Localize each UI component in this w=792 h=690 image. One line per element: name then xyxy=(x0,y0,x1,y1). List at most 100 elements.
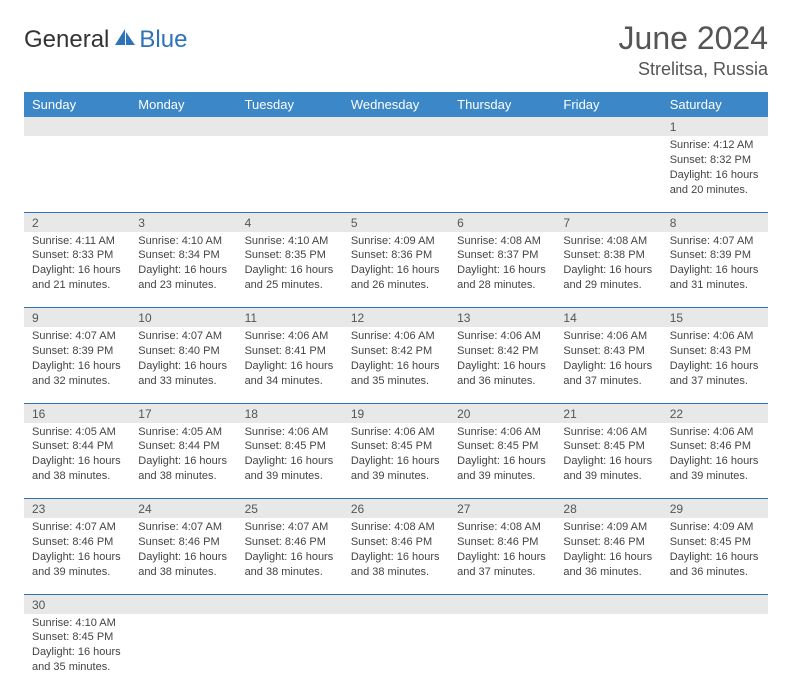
day-content-cell: Sunrise: 4:12 AMSunset: 8:32 PMDaylight:… xyxy=(662,136,768,212)
daylight-text: Daylight: 16 hours and 37 minutes. xyxy=(670,359,760,389)
sunrise-text: Sunrise: 4:07 AM xyxy=(138,329,228,344)
sunrise-text: Sunrise: 4:06 AM xyxy=(670,329,760,344)
day-number-cell: 9 xyxy=(24,308,130,328)
day-content-cell xyxy=(237,614,343,690)
day-number-cell: 12 xyxy=(343,308,449,328)
sunrise-text: Sunrise: 4:09 AM xyxy=(563,520,653,535)
sunrise-text: Sunrise: 4:08 AM xyxy=(457,234,547,249)
day-number-row: 1 xyxy=(24,117,768,136)
day-number-cell xyxy=(662,594,768,614)
sunset-text: Sunset: 8:41 PM xyxy=(245,344,335,359)
sunrise-text: Sunrise: 4:10 AM xyxy=(32,616,122,631)
day-number-cell: 17 xyxy=(130,403,236,423)
sunrise-text: Sunrise: 4:09 AM xyxy=(351,234,441,249)
daylight-text: Daylight: 16 hours and 35 minutes. xyxy=(32,645,122,675)
daylight-text: Daylight: 16 hours and 36 minutes. xyxy=(670,550,760,580)
sunset-text: Sunset: 8:45 PM xyxy=(457,439,547,454)
day-content-row: Sunrise: 4:12 AMSunset: 8:32 PMDaylight:… xyxy=(24,136,768,212)
daylight-text: Daylight: 16 hours and 32 minutes. xyxy=(32,359,122,389)
day-number-cell: 1 xyxy=(662,117,768,136)
daylight-text: Daylight: 16 hours and 37 minutes. xyxy=(457,550,547,580)
sunset-text: Sunset: 8:46 PM xyxy=(457,535,547,550)
sunrise-text: Sunrise: 4:10 AM xyxy=(138,234,228,249)
day-number-cell: 20 xyxy=(449,403,555,423)
day-number-cell xyxy=(237,117,343,136)
day-number-cell: 4 xyxy=(237,212,343,232)
day-number-cell: 22 xyxy=(662,403,768,423)
day-number-cell: 8 xyxy=(662,212,768,232)
weekday-header: Tuesday xyxy=(237,92,343,117)
day-number-cell: 29 xyxy=(662,499,768,519)
day-content-cell xyxy=(555,136,661,212)
sunrise-text: Sunrise: 4:11 AM xyxy=(32,234,122,249)
sunset-text: Sunset: 8:37 PM xyxy=(457,248,547,263)
daylight-text: Daylight: 16 hours and 26 minutes. xyxy=(351,263,441,293)
day-number-row: 2345678 xyxy=(24,212,768,232)
daylight-text: Daylight: 16 hours and 39 minutes. xyxy=(351,454,441,484)
sunset-text: Sunset: 8:34 PM xyxy=(138,248,228,263)
weekday-header: Saturday xyxy=(662,92,768,117)
day-number-cell: 25 xyxy=(237,499,343,519)
day-content-cell: Sunrise: 4:07 AMSunset: 8:46 PMDaylight:… xyxy=(237,518,343,594)
day-number-row: 16171819202122 xyxy=(24,403,768,423)
sunset-text: Sunset: 8:44 PM xyxy=(138,439,228,454)
day-number-cell xyxy=(555,594,661,614)
day-content-cell xyxy=(449,136,555,212)
daylight-text: Daylight: 16 hours and 39 minutes. xyxy=(670,454,760,484)
weekday-header: Thursday xyxy=(449,92,555,117)
daylight-text: Daylight: 16 hours and 25 minutes. xyxy=(245,263,335,293)
day-content-cell: Sunrise: 4:06 AMSunset: 8:41 PMDaylight:… xyxy=(237,327,343,403)
day-content-cell: Sunrise: 4:06 AMSunset: 8:45 PMDaylight:… xyxy=(237,423,343,499)
daylight-text: Daylight: 16 hours and 33 minutes. xyxy=(138,359,228,389)
title-block: June 2024 Strelitsa, Russia xyxy=(619,20,768,80)
day-content-row: Sunrise: 4:07 AMSunset: 8:39 PMDaylight:… xyxy=(24,327,768,403)
sunrise-text: Sunrise: 4:05 AM xyxy=(32,425,122,440)
daylight-text: Daylight: 16 hours and 36 minutes. xyxy=(457,359,547,389)
sunrise-text: Sunrise: 4:06 AM xyxy=(351,425,441,440)
weekday-header-row: Sunday Monday Tuesday Wednesday Thursday… xyxy=(24,92,768,117)
day-content-cell xyxy=(130,614,236,690)
day-number-cell xyxy=(343,117,449,136)
day-number-cell: 28 xyxy=(555,499,661,519)
daylight-text: Daylight: 16 hours and 20 minutes. xyxy=(670,168,760,198)
day-content-cell xyxy=(343,614,449,690)
day-number-cell: 27 xyxy=(449,499,555,519)
day-number-cell xyxy=(24,117,130,136)
sunrise-text: Sunrise: 4:07 AM xyxy=(32,329,122,344)
daylight-text: Daylight: 16 hours and 21 minutes. xyxy=(32,263,122,293)
day-number-cell: 7 xyxy=(555,212,661,232)
header: General Blue June 2024 Strelitsa, Russia xyxy=(24,20,768,80)
sunrise-text: Sunrise: 4:07 AM xyxy=(138,520,228,535)
sunset-text: Sunset: 8:46 PM xyxy=(351,535,441,550)
sunset-text: Sunset: 8:40 PM xyxy=(138,344,228,359)
daylight-text: Daylight: 16 hours and 38 minutes. xyxy=(32,454,122,484)
day-content-cell: Sunrise: 4:08 AMSunset: 8:46 PMDaylight:… xyxy=(343,518,449,594)
sunset-text: Sunset: 8:44 PM xyxy=(32,439,122,454)
day-content-cell: Sunrise: 4:06 AMSunset: 8:45 PMDaylight:… xyxy=(555,423,661,499)
day-content-cell: Sunrise: 4:08 AMSunset: 8:38 PMDaylight:… xyxy=(555,232,661,308)
day-content-cell xyxy=(237,136,343,212)
day-content-cell: Sunrise: 4:07 AMSunset: 8:46 PMDaylight:… xyxy=(24,518,130,594)
day-number-cell: 24 xyxy=(130,499,236,519)
daylight-text: Daylight: 16 hours and 34 minutes. xyxy=(245,359,335,389)
day-number-cell: 26 xyxy=(343,499,449,519)
daylight-text: Daylight: 16 hours and 35 minutes. xyxy=(351,359,441,389)
day-content-cell xyxy=(662,614,768,690)
day-number-cell: 30 xyxy=(24,594,130,614)
weekday-header: Monday xyxy=(130,92,236,117)
daylight-text: Daylight: 16 hours and 36 minutes. xyxy=(563,550,653,580)
month-title: June 2024 xyxy=(619,20,768,57)
weekday-header: Wednesday xyxy=(343,92,449,117)
day-content-cell xyxy=(449,614,555,690)
daylight-text: Daylight: 16 hours and 39 minutes. xyxy=(563,454,653,484)
sunset-text: Sunset: 8:43 PM xyxy=(670,344,760,359)
sunrise-text: Sunrise: 4:06 AM xyxy=(245,425,335,440)
day-content-cell: Sunrise: 4:06 AMSunset: 8:42 PMDaylight:… xyxy=(343,327,449,403)
sunrise-text: Sunrise: 4:06 AM xyxy=(563,425,653,440)
sunset-text: Sunset: 8:39 PM xyxy=(32,344,122,359)
sunrise-text: Sunrise: 4:07 AM xyxy=(670,234,760,249)
sunrise-text: Sunrise: 4:10 AM xyxy=(245,234,335,249)
sunset-text: Sunset: 8:46 PM xyxy=(32,535,122,550)
sunset-text: Sunset: 8:45 PM xyxy=(351,439,441,454)
daylight-text: Daylight: 16 hours and 38 minutes. xyxy=(138,550,228,580)
